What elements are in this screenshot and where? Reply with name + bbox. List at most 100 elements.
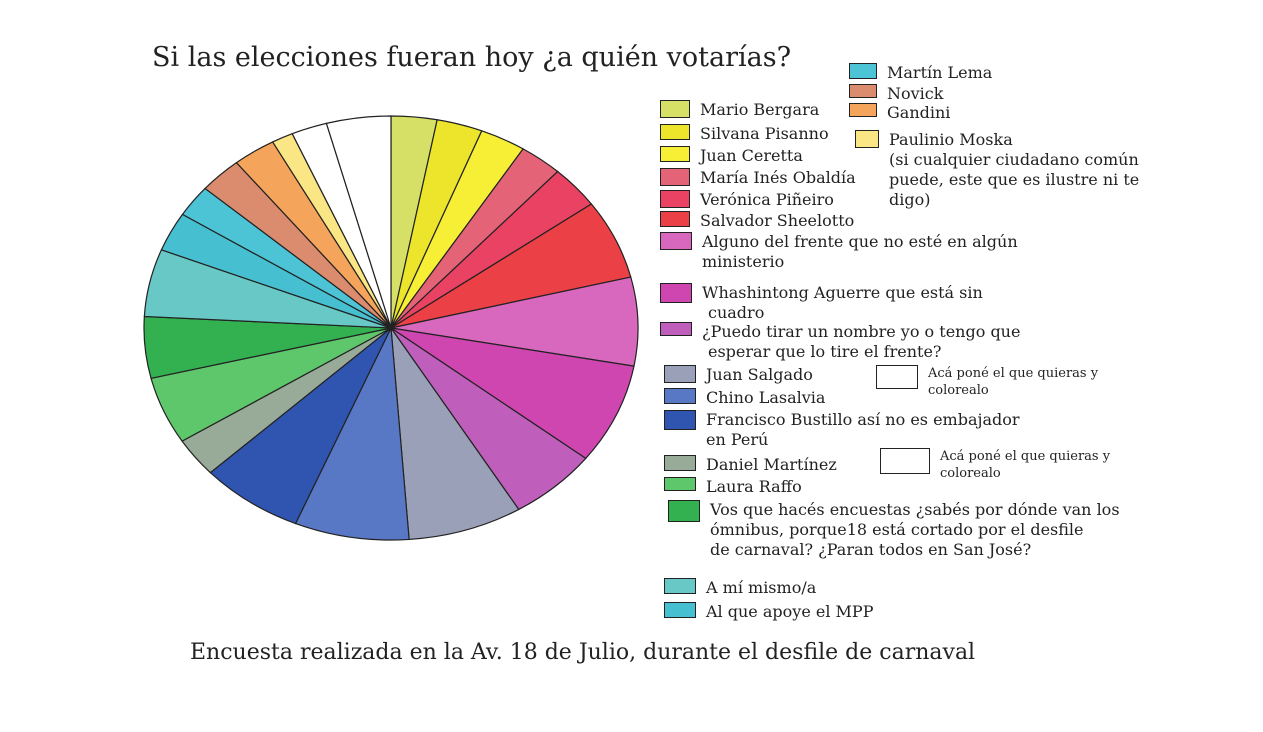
legend-label-line: Chino Lasalvia xyxy=(706,388,826,407)
legend-swatch xyxy=(660,211,690,227)
legend-swatch xyxy=(660,146,690,162)
legend-item: Verónica Piñeiro xyxy=(660,190,834,210)
legend-label-line: Gandini xyxy=(887,103,951,122)
legend-item: Salvador Sheelotto xyxy=(660,211,854,231)
legend-label: Acá poné el que quieras y colorealo xyxy=(940,448,1110,482)
legend-item: Martín Lema xyxy=(849,63,992,83)
legend-label: Juan Salgado xyxy=(706,365,813,385)
legend-label: Vos que hacés encuestas ¿sabés por dónde… xyxy=(710,500,1120,560)
legend-swatch xyxy=(664,455,696,471)
legend-label-line: Salvador Sheelotto xyxy=(700,211,855,230)
legend-item: A mí mismo/a xyxy=(664,578,816,598)
legend-swatch xyxy=(664,477,696,491)
legend-label-line: Juan Ceretta xyxy=(700,146,803,165)
legend-label: Paulinio Moska (si cualquier ciudadano co… xyxy=(889,130,1139,210)
legend-label: María Inés Obaldía xyxy=(700,168,856,188)
legend-swatch xyxy=(849,103,877,117)
legend-label-line: A mí mismo/a xyxy=(706,578,817,597)
legend-swatch xyxy=(880,448,930,474)
legend-label-line: Martín Lema xyxy=(887,63,993,82)
legend-label: Alguno del frente que no esté en algún mi… xyxy=(702,232,1018,272)
legend-label-line: (si cualquier ciudadano común xyxy=(889,150,1139,169)
legend-item: Acá poné el que quieras y colorealo xyxy=(880,448,1110,482)
legend-swatch xyxy=(855,130,879,148)
legend-label-line: cuadro xyxy=(708,303,765,322)
legend-swatch xyxy=(668,500,700,522)
legend-swatch xyxy=(876,365,918,389)
legend-label-line: Verónica Piñeiro xyxy=(700,190,834,209)
legend-label: Novick xyxy=(887,84,943,104)
legend-swatch xyxy=(660,124,690,140)
legend-swatch xyxy=(660,232,692,250)
legend-swatch xyxy=(660,322,692,336)
legend-item: Al que apoye el MPP xyxy=(664,602,873,622)
legend-label: Martín Lema xyxy=(887,63,992,83)
pie-slice-22 xyxy=(325,115,392,329)
legend-swatch xyxy=(664,388,696,404)
legend-swatch xyxy=(660,168,690,186)
legend-label: Francisco Bustillo así no es embajador en… xyxy=(706,410,1020,450)
legend-label-line: esperar que lo tire el frente? xyxy=(708,342,942,361)
legend-item: Juan Ceretta xyxy=(660,146,803,166)
legend-swatch xyxy=(660,100,690,118)
legend-label-line: colorealo xyxy=(940,466,1001,481)
legend-item: Laura Raffo xyxy=(664,477,802,497)
legend-item: Novick xyxy=(849,84,943,104)
legend-item: Acá poné el que quieras y colorealo xyxy=(876,365,1098,399)
legend-label-line: colorealo xyxy=(928,383,989,398)
legend-label: Gandini xyxy=(887,103,950,123)
legend-label-line: Paulinio Moska xyxy=(889,130,1013,149)
legend-item: Gandini xyxy=(849,103,950,123)
legend-item: Alguno del frente que no esté en algún mi… xyxy=(660,232,1018,272)
legend-label: Chino Lasalvia xyxy=(706,388,825,408)
legend-label: Daniel Martínez xyxy=(706,455,837,475)
legend-label-line: ¿Puedo tirar un nombre yo o tengo que xyxy=(702,322,1021,341)
legend-label-line: Silvana Pisanno xyxy=(700,124,829,143)
legend-label-line: de carnaval? ¿Paran todos en San José? xyxy=(710,540,1032,559)
legend-label-line: Juan Salgado xyxy=(706,365,813,384)
pie-slice-10 xyxy=(294,325,410,541)
legend-label: Verónica Piñeiro xyxy=(700,190,834,210)
legend-label-line: Acá poné el que quieras y xyxy=(928,366,1099,381)
legend-label-line: Laura Raffo xyxy=(706,477,802,496)
legend-label: Acá poné el que quieras y colorealo xyxy=(928,365,1098,399)
legend-item: ¿Puedo tirar un nombre yo o tengo que esp… xyxy=(660,322,1020,362)
legend-label: Laura Raffo xyxy=(706,477,802,497)
legend-item: Whashintong Aguerre que está sin cuadro xyxy=(660,283,983,323)
legend-label: Mario Bergara xyxy=(700,100,819,120)
legend-label-line: Novick xyxy=(887,84,944,103)
legend-swatch xyxy=(664,578,696,594)
legend-label: Whashintong Aguerre que está sin cuadro xyxy=(702,283,983,323)
pie-slice-9 xyxy=(390,325,520,541)
legend-label: A mí mismo/a xyxy=(706,578,816,598)
legend-item: Silvana Pisanno xyxy=(660,124,829,144)
legend-item: Mario Bergara xyxy=(660,100,819,120)
legend-swatch xyxy=(849,84,877,98)
legend-label-line: Francisco Bustillo así no es embajador xyxy=(706,410,1020,429)
legend-swatch xyxy=(664,365,696,383)
legend-swatch xyxy=(660,283,692,303)
legend-label: Salvador Sheelotto xyxy=(700,211,854,231)
legend-label-line: Al que apoye el MPP xyxy=(706,602,874,621)
chart-footer: Encuesta realizada en la Av. 18 de Julio… xyxy=(190,640,976,665)
legend-label: ¿Puedo tirar un nombre yo o tengo que esp… xyxy=(702,322,1020,362)
legend-label: Juan Ceretta xyxy=(700,146,803,166)
legend-swatch xyxy=(664,602,696,618)
legend-label-line: Vos que hacés encuestas ¿sabés por dónde… xyxy=(710,500,1120,519)
legend-label: Silvana Pisanno xyxy=(700,124,829,144)
legend-item: Vos que hacés encuestas ¿sabés por dónde… xyxy=(668,500,1120,560)
legend-label-line: Alguno del frente que no esté en algún xyxy=(702,232,1018,251)
legend-label-line: Daniel Martínez xyxy=(706,455,837,474)
legend-label-line: en Perú xyxy=(706,430,769,449)
legend-label-line: digo) xyxy=(889,190,931,209)
legend-item: Francisco Bustillo así no es embajador en… xyxy=(664,410,1020,450)
legend-label-line: ministerio xyxy=(702,252,785,271)
legend-item: Paulinio Moska (si cualquier ciudadano co… xyxy=(855,130,1139,210)
legend-label-line: Acá poné el que quieras y xyxy=(940,449,1111,464)
legend-item: Juan Salgado xyxy=(664,365,813,385)
pie-center xyxy=(388,325,394,331)
legend-item: Chino Lasalvia xyxy=(664,388,825,408)
legend-swatch xyxy=(660,190,690,208)
legend-swatch xyxy=(664,410,696,430)
legend-item: Daniel Martínez xyxy=(664,455,837,475)
